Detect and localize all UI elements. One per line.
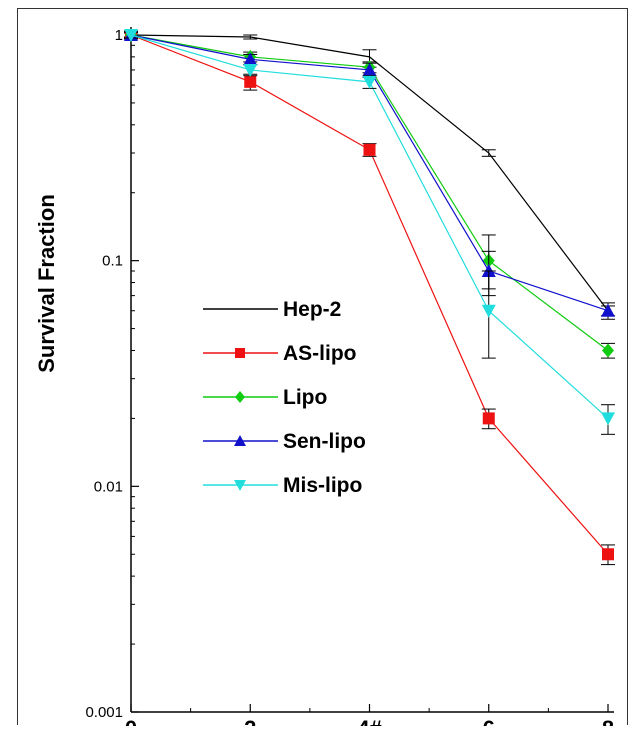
- legend-label: Sen-lipo: [283, 430, 366, 453]
- legend-label: Lipo: [283, 386, 327, 409]
- data-point-as-lipo: [482, 412, 495, 425]
- x-tick-label: 6: [483, 716, 495, 726]
- y-tick-label: 1: [115, 27, 123, 44]
- x-tick-label: 8: [602, 716, 614, 726]
- data-point-mis-lipo: [243, 63, 258, 77]
- data-point-lipo: [602, 343, 614, 358]
- y-axis-title: Survival Fraction: [34, 194, 59, 373]
- legend-marker-lipo: [235, 391, 245, 403]
- x-tick-label: 2: [244, 716, 256, 726]
- data-point-mis-lipo: [601, 412, 615, 426]
- data-point-mis-lipo: [481, 304, 496, 318]
- data-point-mis-lipo: [124, 29, 138, 42]
- legend-marker-as-lipo: [235, 348, 245, 358]
- legend-label: AS-lipo: [283, 342, 357, 365]
- series-line-mis-lipo: [130, 34, 609, 419]
- data-point-sen-lipo: [601, 303, 615, 317]
- x-tick-label: 4#: [357, 716, 381, 726]
- legend-marker-mis-lipo: [234, 480, 246, 491]
- series-line-as-lipo: [130, 34, 609, 555]
- x-tick-label: 0: [125, 716, 137, 726]
- data-point-as-lipo: [363, 143, 376, 156]
- data-point-sen-lipo: [243, 52, 258, 66]
- y-tick-label: 0.01: [94, 478, 123, 495]
- data-point-sen-lipo: [362, 62, 377, 76]
- legend-label: Mis-lipo: [283, 474, 362, 497]
- data-point-mis-lipo: [362, 75, 377, 89]
- legend-marker-sen-lipo: [234, 435, 246, 446]
- data-point-as-lipo: [602, 548, 614, 561]
- legend-label: Hep-2: [283, 298, 341, 321]
- y-tick-label: 0.1: [102, 253, 123, 270]
- data-point-as-lipo: [244, 75, 257, 88]
- y-tick-label: 0.001: [85, 704, 123, 721]
